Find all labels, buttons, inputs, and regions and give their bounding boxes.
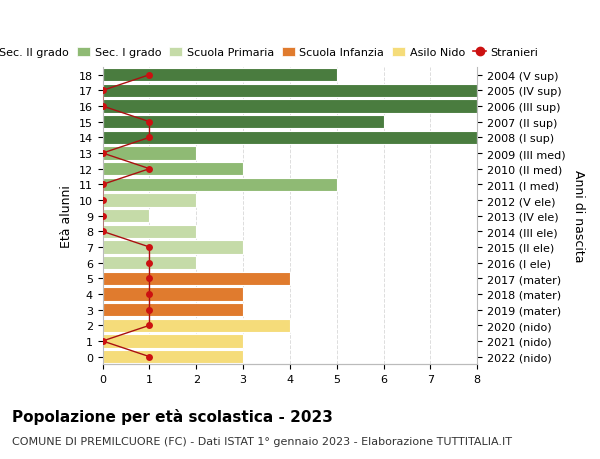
Point [98, 213, 107, 220]
Bar [103, 100, 477, 113]
Bar [103, 162, 243, 176]
Bar [103, 241, 243, 254]
Bar [103, 147, 196, 160]
Bar [103, 116, 383, 129]
Point [145, 134, 154, 142]
Text: Popolazione per età scolastica - 2023: Popolazione per età scolastica - 2023 [12, 409, 333, 425]
Point [145, 259, 154, 267]
Point [145, 166, 154, 173]
Point [145, 119, 154, 126]
Bar [103, 210, 149, 223]
Point [98, 150, 107, 157]
Y-axis label: Età alunni: Età alunni [60, 185, 73, 247]
Point [145, 275, 154, 282]
Point [145, 322, 154, 329]
Bar [103, 131, 477, 145]
Bar [103, 178, 337, 191]
Bar [103, 335, 243, 348]
Bar [103, 319, 290, 332]
Y-axis label: Anni di nascita: Anni di nascita [572, 170, 585, 263]
Point [145, 291, 154, 298]
Point [98, 181, 107, 189]
Bar [103, 272, 290, 285]
Bar [103, 69, 337, 82]
Point [145, 306, 154, 313]
Text: COMUNE DI PREMILCUORE (FC) - Dati ISTAT 1° gennaio 2023 - Elaborazione TUTTITALI: COMUNE DI PREMILCUORE (FC) - Dati ISTAT … [12, 436, 512, 446]
Bar [103, 194, 196, 207]
Bar [103, 84, 477, 98]
Point [98, 103, 107, 111]
Point [98, 88, 107, 95]
Bar [103, 225, 196, 239]
Point [98, 197, 107, 204]
Bar [103, 257, 196, 270]
Point [145, 72, 154, 79]
Bar [103, 303, 243, 317]
Point [98, 337, 107, 345]
Bar [103, 288, 243, 301]
Point [98, 228, 107, 235]
Bar [103, 350, 243, 364]
Point [145, 244, 154, 251]
Legend: Sec. II grado, Sec. I grado, Scuola Primaria, Scuola Infanzia, Asilo Nido, Stran: Sec. II grado, Sec. I grado, Scuola Prim… [0, 44, 543, 62]
Point [145, 353, 154, 360]
